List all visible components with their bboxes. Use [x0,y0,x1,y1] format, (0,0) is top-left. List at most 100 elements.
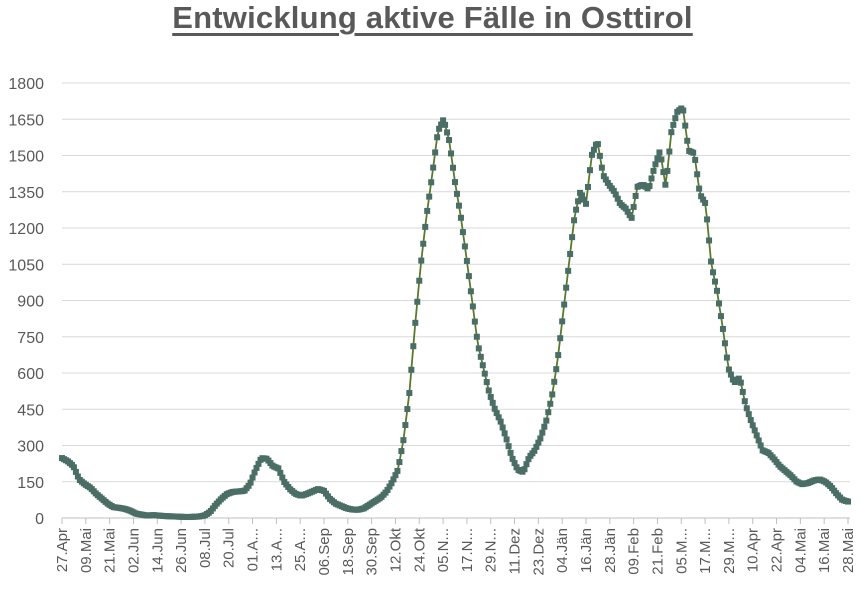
data-point-marker [696,185,703,192]
data-point-marker [499,424,506,431]
data-point-marker [551,378,558,385]
data-point-marker [573,206,580,213]
x-tick-label: 25.A... [292,528,309,571]
data-point-marker [444,129,451,136]
data-point-marker [704,216,711,223]
data-point-marker [557,335,564,342]
data-point-marker [489,399,496,406]
data-point-marker [664,167,671,174]
data-point-marker [505,443,512,450]
data-point-marker [628,214,635,221]
data-point-marker [660,169,667,176]
x-tick-label: 30.Sep [364,528,381,576]
data-series-active-cases [59,105,851,521]
data-point-marker [452,179,458,186]
data-point-marker [712,278,719,285]
data-point-marker [571,217,578,224]
data-point-marker [581,196,588,203]
y-tick-label: 1350 [8,185,44,202]
data-point-marker [455,202,462,209]
y-tick-label: 0 [35,511,44,528]
data-point-marker [610,187,617,194]
data-point-marker [743,405,750,412]
data-point-marker [702,199,709,206]
data-point-marker [719,325,726,332]
data-point-marker [650,167,657,174]
x-tick-label: 16.Mai [816,528,833,573]
data-point-marker [531,447,538,454]
data-point-marker [440,117,447,124]
data-point-marker [588,151,595,158]
data-point-marker [596,152,603,159]
data-point-marker [396,459,403,466]
data-point-marker [497,418,504,425]
data-point-marker [630,203,637,210]
data-point-marker [426,193,433,200]
data-point-marker [446,137,453,144]
data-point-marker [400,437,407,444]
x-axis: 27.Apr 09.Mai 21.Mai 02.Jun 14.Jun 26.Jun 08.J… [54,518,857,576]
data-point-marker [424,207,431,214]
data-point-marker [487,393,494,400]
data-point-marker [386,483,393,490]
data-point-marker [428,179,435,186]
x-tick-label: 18.Sep [340,528,357,576]
data-point-marker [509,455,516,462]
x-tick-label: 12.Okt [387,527,404,572]
x-tick-label: 11.Dez [507,528,524,574]
x-tick-label: 01.A... [245,528,262,571]
data-point-marker [584,183,591,190]
data-point-marker [416,277,423,284]
data-point-marker [432,149,439,156]
data-point-marker [682,122,689,129]
x-tick-label: 24.Okt [411,527,428,572]
data-point-marker [434,134,441,141]
data-point-marker [694,171,701,178]
data-point-marker [422,223,429,230]
data-point-marker [491,405,498,412]
data-point-marker [442,121,449,128]
x-tick-label: 21.Mai [102,528,119,573]
data-point-marker [414,298,421,305]
data-point-marker [668,129,675,136]
chart-title: Entwicklung aktive Fälle in Osttirol [172,0,693,35]
data-point-marker [507,449,514,456]
x-tick-label: 28.Mai [840,528,857,573]
data-point-marker [583,200,589,207]
x-tick-label: 10.Apr [745,528,762,572]
x-tick-label: 22.Apr [769,528,786,572]
data-point-marker [753,432,760,439]
data-point-marker [545,409,552,416]
x-tick-label: 14.Jun [149,528,166,573]
data-point-marker [755,437,762,444]
x-tick-label: 20.Jul [221,528,238,568]
gridlines [62,82,850,519]
data-point-marker [579,192,586,199]
data-point-marker [741,398,748,405]
data-point-marker [539,429,546,436]
data-point-marker [555,352,562,359]
data-point-marker [727,371,734,378]
data-point-marker [575,198,582,205]
data-point-marker [467,288,474,295]
data-point-marker [670,121,677,128]
data-point-marker [680,107,687,114]
data-point-marker [714,287,720,294]
data-point-marker [612,191,619,198]
x-tick-label: 06.Sep [316,528,333,576]
data-point-marker [602,176,609,183]
data-point-marker [495,414,502,421]
data-point-marker [751,427,758,434]
data-point-marker [700,196,707,203]
data-point-marker [249,474,256,481]
x-tick-label: 23.Dez [530,528,547,576]
data-point-marker [503,436,510,443]
data-point-marker [648,175,655,182]
data-point-marker [388,480,395,487]
data-point-marker [600,173,607,180]
x-tick-label: 21.Feb [649,528,666,575]
y-tick-label: 1500 [8,149,44,166]
data-point-marker [483,379,490,386]
data-point-marker [569,234,576,241]
data-point-marker [511,460,518,467]
